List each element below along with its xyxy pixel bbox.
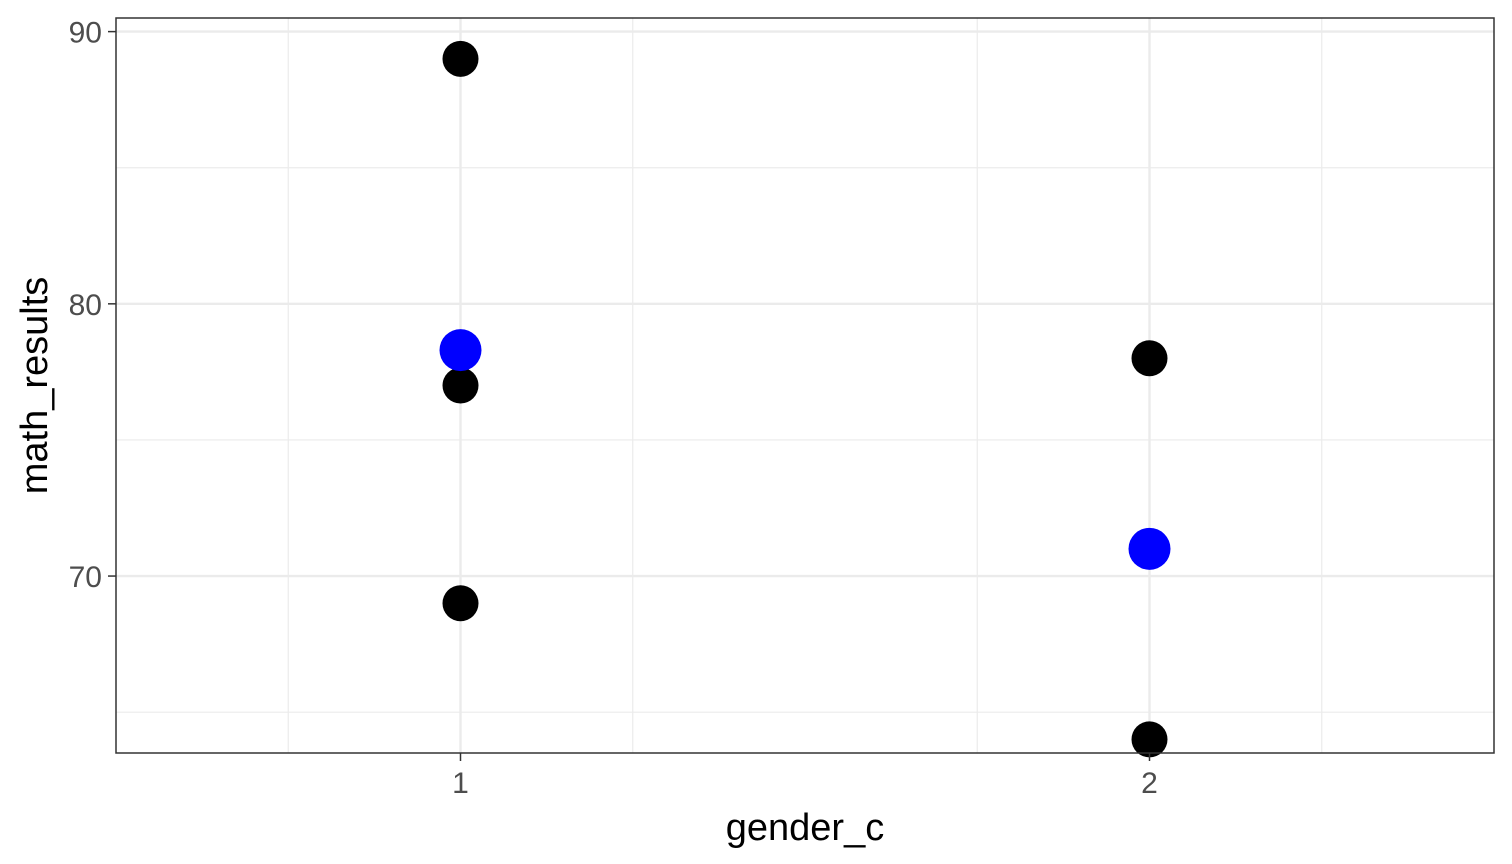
data-point — [442, 585, 479, 622]
y-tick-label: 80 — [69, 289, 102, 322]
minor-gridlines — [116, 18, 1494, 753]
data-point — [1131, 340, 1168, 377]
data-points — [439, 40, 1171, 758]
x-tick-label: 1 — [452, 767, 469, 800]
y-axis-title: math_results — [14, 277, 56, 495]
data-point — [442, 40, 479, 77]
y-axis: 70 80 90 — [69, 17, 116, 594]
y-tick-label: 70 — [69, 561, 102, 594]
data-point — [1131, 721, 1168, 758]
data-point — [442, 367, 479, 404]
mean-point — [439, 329, 482, 372]
x-axis-title: gender_c — [726, 807, 884, 849]
plot-border — [115, 17, 1495, 754]
y-tick-label: 90 — [69, 17, 102, 50]
mean-point — [1128, 527, 1171, 570]
x-tick-label: 2 — [1141, 767, 1158, 800]
plot-background — [116, 18, 1494, 753]
major-gridlines — [116, 18, 1494, 753]
